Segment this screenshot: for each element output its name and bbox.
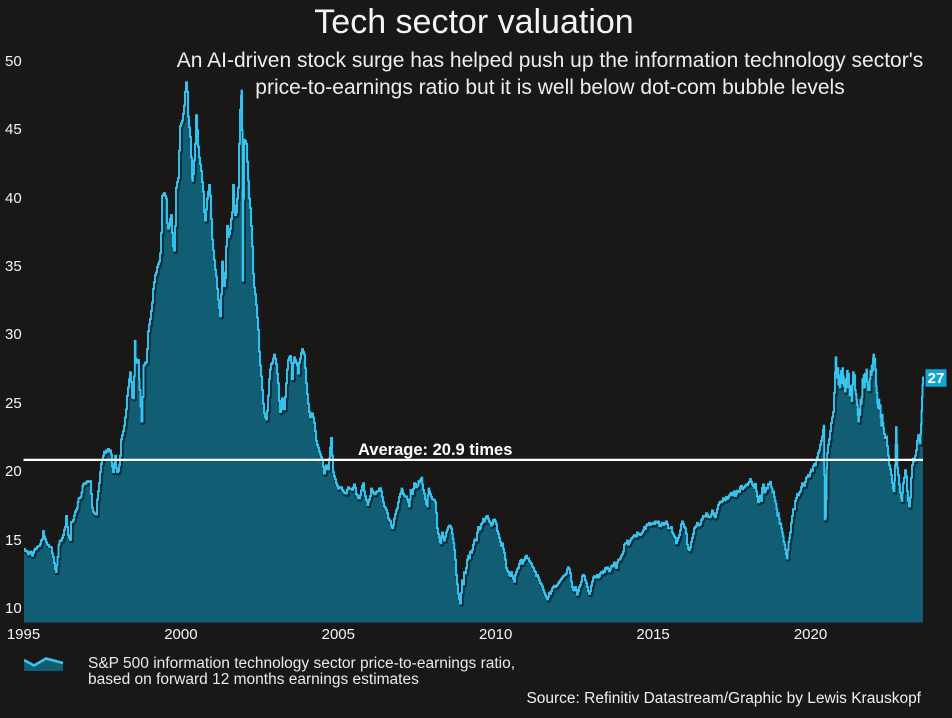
legend-line-2: based on forward 12 months earnings esti… bbox=[88, 671, 419, 688]
x-axis-label-2020: 2020 bbox=[793, 626, 828, 643]
series-line-shadow bbox=[24, 81, 926, 607]
legend-label: S&P 500 information technology sector pr… bbox=[88, 654, 516, 689]
chart-subtitle: An AI-driven stock surge has helped push… bbox=[150, 47, 950, 101]
x-axis-label-1995: 1995 bbox=[6, 626, 41, 643]
subtitle-line-1: An AI-driven stock surge has helped push… bbox=[176, 49, 924, 72]
x-axis-label-2010: 2010 bbox=[479, 626, 513, 643]
x-axis-label-2015: 2015 bbox=[636, 626, 670, 643]
y-axis-label-25: 25 bbox=[5, 394, 22, 412]
last-value-badge: 27 bbox=[927, 370, 945, 388]
y-axis-label-40: 40 bbox=[5, 189, 22, 207]
source-credit: Source: Refinitiv Datastream/Graphic by … bbox=[526, 690, 921, 707]
x-axis-label-2005: 2005 bbox=[321, 626, 355, 643]
legend-area-icon bbox=[24, 657, 64, 671]
y-axis-label-35: 35 bbox=[5, 258, 22, 275]
series-line bbox=[24, 81, 924, 605]
series-area-fill bbox=[24, 82, 924, 623]
y-axis-label-50: 50 bbox=[5, 52, 22, 70]
y-axis-label-15: 15 bbox=[5, 531, 22, 549]
y-axis-label-20: 20 bbox=[5, 463, 22, 481]
subtitle-line-2: price-to-earnings ratio but it is well b… bbox=[255, 76, 845, 99]
page-title: Tech sector valuation bbox=[314, 3, 634, 41]
y-axis-label-30: 30 bbox=[5, 326, 22, 344]
legend-line-1: S&P 500 information technology sector pr… bbox=[88, 654, 516, 672]
y-axis-label-45: 45 bbox=[5, 121, 22, 139]
last-value-badge-box bbox=[925, 369, 947, 387]
x-axis-label-2000: 2000 bbox=[164, 626, 198, 643]
average-line-label: Average: 20.9 times bbox=[358, 440, 513, 459]
y-axis-label-10: 10 bbox=[5, 600, 22, 617]
